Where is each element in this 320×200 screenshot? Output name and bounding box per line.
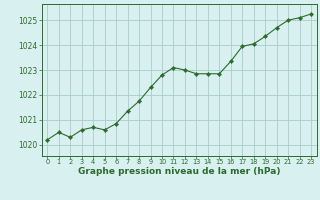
X-axis label: Graphe pression niveau de la mer (hPa): Graphe pression niveau de la mer (hPa) (78, 167, 280, 176)
